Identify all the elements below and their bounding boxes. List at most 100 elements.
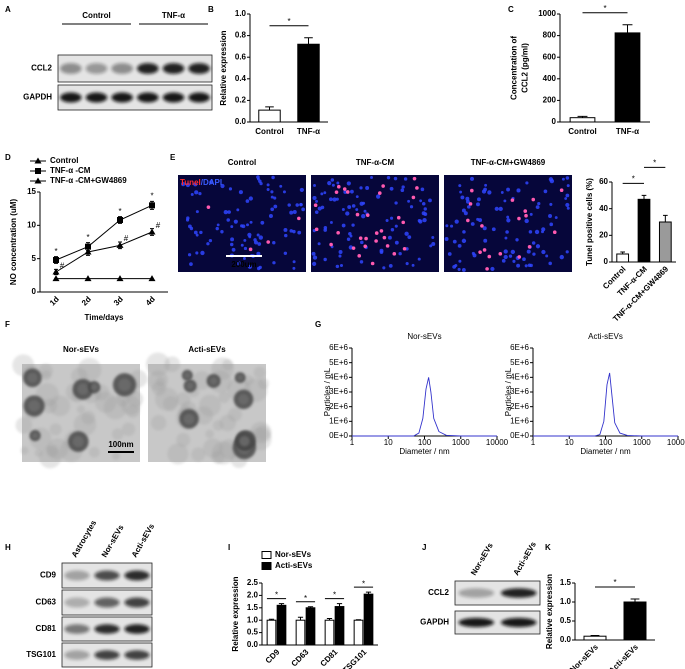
- panel-label: B: [208, 5, 214, 14]
- point: [84, 248, 92, 255]
- nucleus: [398, 251, 402, 256]
- y-tick-label: 0E+0: [510, 431, 529, 440]
- nucleus: [409, 205, 414, 209]
- nucleus: [528, 230, 533, 234]
- legend-label: Control: [50, 156, 78, 165]
- y-axis-label: Relative expression: [219, 30, 228, 105]
- nucleus: [431, 236, 435, 240]
- nucleus: [311, 251, 316, 256]
- nucleus: [541, 249, 546, 255]
- y-axis-label: Particles / mL: [323, 367, 332, 416]
- nucleus: [450, 224, 454, 228]
- blot-band: [94, 597, 120, 608]
- nucleus: [260, 220, 265, 225]
- nucleus: [273, 196, 277, 200]
- nucleus: [312, 261, 317, 266]
- y-tick-label: 2E+6: [510, 402, 529, 411]
- nucleus: [524, 264, 528, 268]
- nucleus: [206, 242, 210, 246]
- nucleus: [561, 177, 565, 181]
- tunel-cell: [517, 255, 522, 259]
- grain: [146, 352, 170, 377]
- grain: [111, 428, 124, 440]
- nucleus: [292, 210, 297, 215]
- significance-label: *: [603, 4, 606, 13]
- nucleus: [504, 236, 508, 240]
- nucleus: [531, 241, 536, 245]
- nucleus: [253, 238, 257, 242]
- nucleus: [529, 212, 533, 216]
- grain: [228, 407, 242, 422]
- nucleus: [323, 257, 327, 262]
- tunel-cell: [524, 213, 528, 218]
- y-tick-label: 15: [27, 187, 36, 196]
- nucleus: [266, 183, 270, 187]
- error-bar: [630, 598, 640, 602]
- nucleus: [559, 254, 564, 260]
- point-label: #: [60, 261, 65, 270]
- error-bar: [590, 634, 600, 637]
- vesicle-core: [184, 372, 191, 379]
- grain: [77, 357, 102, 382]
- x-tick-label: 1d: [48, 294, 61, 307]
- tunel-cell: [377, 191, 382, 195]
- nucleus: [314, 210, 319, 214]
- vesicle-core: [90, 383, 98, 391]
- grain: [164, 356, 181, 373]
- nucleus: [393, 176, 398, 181]
- nucleus: [444, 237, 449, 241]
- nucleus: [215, 226, 219, 231]
- nucleus: [565, 250, 569, 254]
- nucleus: [312, 196, 317, 201]
- micrograph-title: Nor-sEVs: [63, 345, 100, 354]
- nucleus: [350, 189, 354, 194]
- y-tick-label: 3E+6: [329, 387, 348, 396]
- tunel-cell: [402, 246, 407, 251]
- nucleus: [331, 183, 335, 187]
- grain: [39, 446, 62, 469]
- series-line: [55, 231, 153, 273]
- blot-band: [137, 92, 159, 103]
- grain: [76, 405, 86, 414]
- y-tick-label: 1.0: [560, 597, 572, 606]
- panel-label: K: [545, 543, 551, 552]
- nucleus: [282, 190, 286, 194]
- tunel-cell: [485, 267, 489, 271]
- x-tick-label: TSG101: [341, 647, 369, 669]
- tunel-cell: [266, 240, 271, 244]
- blot-strip: [57, 84, 213, 111]
- blot-column-label: Acti-sEVs: [512, 540, 539, 577]
- point: [117, 217, 123, 223]
- panel-label: F: [5, 320, 10, 329]
- error-bar: [304, 37, 313, 45]
- nucleus: [332, 197, 337, 202]
- point: [52, 268, 60, 275]
- nucleus: [292, 266, 296, 270]
- nucleus: [423, 207, 427, 211]
- blot-column-label: Nor-sEVs: [469, 541, 495, 577]
- point: [148, 228, 156, 235]
- nucleus: [405, 262, 409, 266]
- legend-marker: [34, 177, 42, 184]
- blot-band: [162, 92, 185, 103]
- vesicle-core: [183, 413, 195, 425]
- blot-band: [64, 597, 90, 608]
- nucleus: [535, 244, 541, 249]
- y-axis-label: NO concentration (uM): [9, 199, 18, 286]
- blot-strip: [57, 54, 213, 83]
- significance-label: *: [287, 17, 290, 26]
- y-tick-label: 200: [543, 96, 557, 105]
- nucleus: [283, 251, 288, 255]
- nucleus: [385, 219, 389, 223]
- nucleus: [382, 266, 386, 270]
- y-tick-label: 0.0: [235, 117, 247, 126]
- tunel-cell: [523, 209, 528, 213]
- y-axis-label: Relative expression: [545, 574, 554, 649]
- scale-bar-label: 100nm: [108, 440, 133, 449]
- vesicle-core: [237, 374, 244, 381]
- nucleus: [541, 227, 546, 232]
- nucleus: [370, 176, 373, 179]
- grain: [126, 404, 140, 418]
- nucleus: [457, 243, 462, 248]
- y-tick-label: 0.8: [235, 31, 247, 40]
